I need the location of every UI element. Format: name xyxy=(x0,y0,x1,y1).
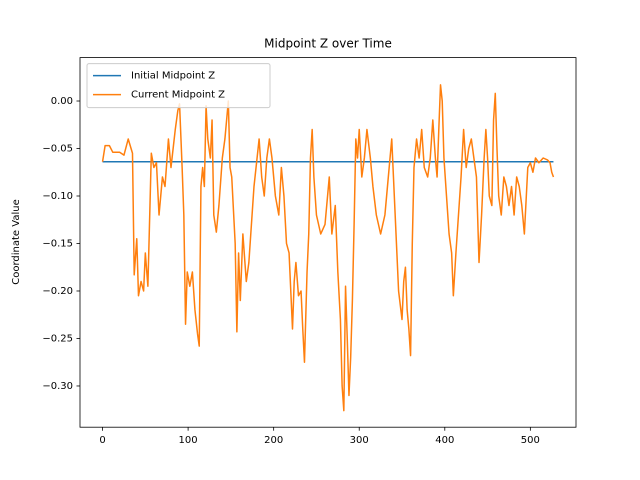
y-tick-label: −0.25 xyxy=(42,333,73,344)
y-tick-label: −0.05 xyxy=(42,144,73,155)
legend-label: Current Midpoint Z xyxy=(131,90,225,101)
legend-box xyxy=(86,63,271,109)
x-tick-label: 300 xyxy=(350,435,369,446)
plot-frame xyxy=(79,57,577,428)
y-tick-label: −0.15 xyxy=(42,238,73,249)
chart-title: Midpoint Z over Time xyxy=(264,37,392,51)
y-tick-label: −0.10 xyxy=(42,191,73,202)
x-tick-label: 0 xyxy=(99,435,105,446)
data-line xyxy=(101,84,555,412)
y-tick-label: −0.30 xyxy=(42,381,73,392)
y-axis-label: Coordinate Value xyxy=(11,199,22,284)
x-tick-label: 500 xyxy=(521,435,540,446)
y-tick-label: 0.00 xyxy=(51,96,73,107)
y-tick-label: −0.20 xyxy=(42,286,73,297)
x-tick-label: 100 xyxy=(179,435,198,446)
legend-label: Initial Midpoint Z xyxy=(131,71,215,82)
x-tick-label: 200 xyxy=(264,435,283,446)
x-tick-label: 400 xyxy=(435,435,454,446)
